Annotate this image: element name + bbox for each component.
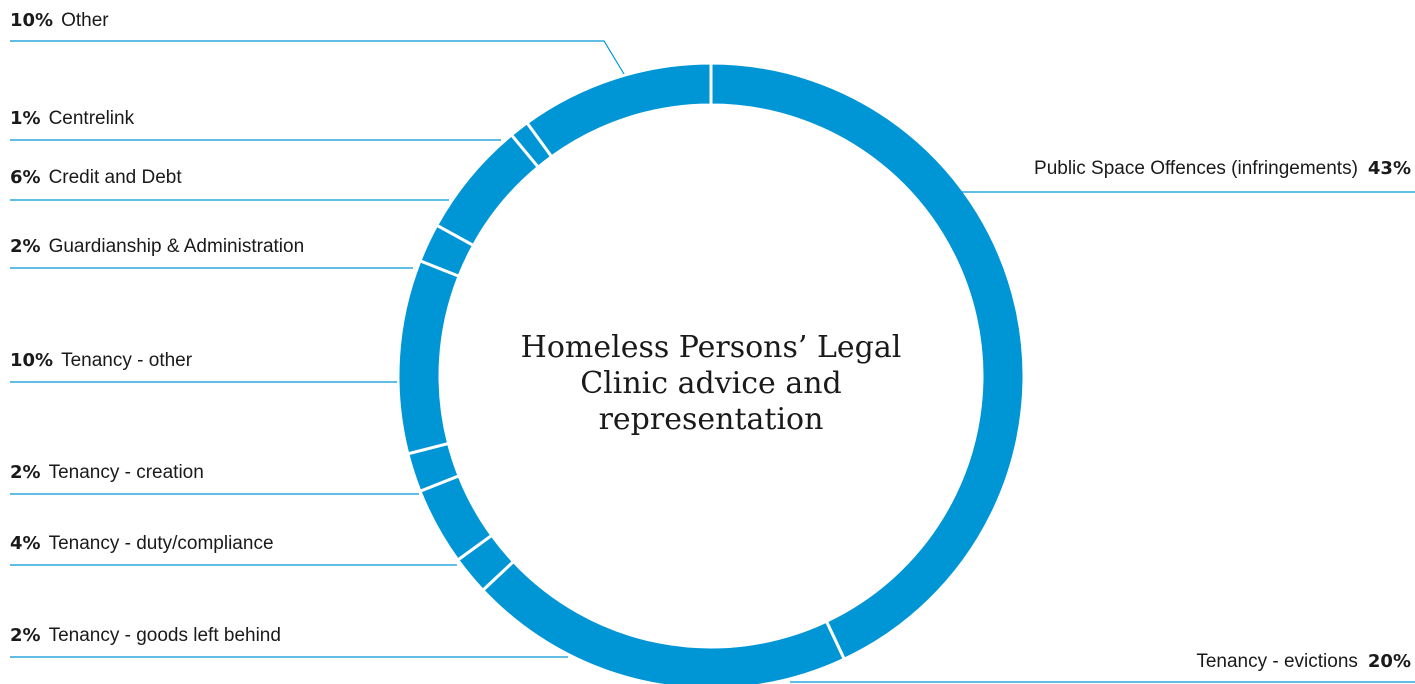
slice-name: Tenancy - evictions — [1196, 651, 1358, 672]
donut-slice-other — [524, 61, 713, 159]
slice-name: Credit and Debt — [48, 167, 182, 188]
slice-name: Guardianship & Administration — [48, 236, 305, 257]
slice-label-public-space-offences-infringements: Public Space Offences (infringements) 43% — [1034, 158, 1411, 180]
slice-name: Tenancy - other — [61, 350, 193, 371]
slice-name: Tenancy - goods left behind — [48, 625, 281, 646]
slice-label-tenancy-creation: 2% Tenancy - creation — [10, 462, 204, 484]
slice-name: Public Space Offences (infringements) — [1034, 158, 1358, 179]
slice-label-guardianship-administration: 2% Guardianship & Administration — [10, 236, 304, 258]
slice-name: Tenancy - creation — [48, 462, 204, 483]
slice-percent: 4% — [10, 533, 41, 554]
slice-percent: 10% — [10, 10, 54, 31]
slice-label-credit-and-debt: 6% Credit and Debt — [10, 167, 182, 189]
slice-label-tenancy-other: 10% Tenancy - other — [10, 350, 192, 372]
slice-name: Other — [61, 10, 109, 31]
slice-percent: 2% — [10, 625, 41, 646]
chart-title: Homeless Persons’ Legal Clinic advice an… — [520, 330, 902, 437]
slice-percent: 20% — [1367, 651, 1411, 672]
slice-label-centrelink: 1% Centrelink — [10, 108, 134, 130]
slice-name: Tenancy - duty/compliance — [48, 533, 274, 554]
slice-percent: 43% — [1367, 158, 1411, 179]
slice-label-tenancy-goods-left-behind: 2% Tenancy - goods left behind — [10, 625, 281, 647]
slice-percent: 6% — [10, 167, 41, 188]
slice-label-other: 10% Other — [10, 10, 109, 32]
donut-slice-tenancy-other — [396, 258, 461, 456]
slice-label-tenancy-duty-compliance: 4% Tenancy - duty/compliance — [10, 533, 274, 555]
leader-line — [10, 40, 625, 75]
slice-label-tenancy-evictions: Tenancy - evictions 20% — [1196, 651, 1411, 673]
slice-percent: 2% — [10, 236, 41, 257]
slice-percent: 1% — [10, 108, 41, 129]
slice-name: Centrelink — [48, 108, 135, 129]
slice-percent: 10% — [10, 350, 54, 371]
donut-slice-tenancy-evictions — [480, 559, 847, 684]
donut-slice-credit-and-debt — [434, 132, 541, 248]
slice-percent: 2% — [10, 462, 41, 483]
donut-slices — [396, 61, 1026, 684]
leader-lines — [10, 40, 1415, 683]
